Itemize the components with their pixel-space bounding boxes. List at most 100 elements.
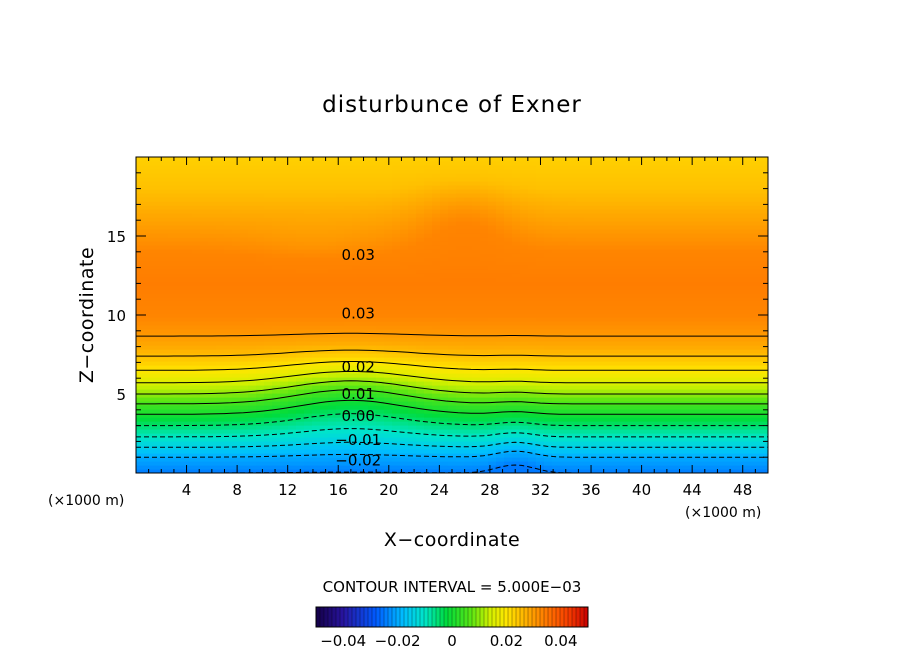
heatmap-cell [312,309,321,314]
heatmap-cell [192,413,201,418]
heatmap-cell [136,321,145,326]
heatmap-cell [536,217,545,222]
heatmap-cell [304,413,313,418]
heatmap-cell [552,385,561,390]
heatmap-cell [200,309,209,314]
heatmap-cell [272,201,281,206]
heatmap-cell [192,265,201,270]
heatmap-cell [504,245,513,250]
heatmap-cell [224,357,233,362]
heatmap-cell [200,365,209,370]
heatmap-cell [240,313,249,318]
heatmap-cell [592,373,601,378]
heatmap-cell [504,461,513,466]
heatmap-cell [264,261,273,266]
heatmap-cell [224,465,233,470]
heatmap-cell [280,469,289,473]
heatmap-cell [344,257,353,262]
heatmap-cell [504,397,513,402]
heatmap-cell [440,177,449,182]
heatmap-cell [328,353,337,358]
heatmap-cell [136,193,145,198]
heatmap-cell [592,305,601,310]
heatmap-cell [360,193,369,198]
heatmap-cell [152,197,161,202]
heatmap-cell [288,181,297,186]
heatmap-cell [464,301,473,306]
heatmap-cell [624,357,633,362]
heatmap-cell [328,425,337,430]
heatmap-cell [560,205,569,210]
heatmap-cell [584,253,593,258]
heatmap-cell [168,369,177,374]
heatmap-cell [568,345,577,350]
heatmap-cell [304,421,313,426]
heatmap-cell [472,397,481,402]
heatmap-cell [472,277,481,282]
heatmap-cell [400,161,409,166]
heatmap-cell [464,165,473,170]
heatmap-cell [552,389,561,394]
heatmap-cell [480,201,489,206]
heatmap-cell [216,393,225,398]
heatmap-cell [312,209,321,214]
heatmap-cell [520,157,529,162]
heatmap-cell [448,449,457,454]
heatmap-cell [352,197,361,202]
heatmap-cell [312,205,321,210]
heatmap-cell [272,349,281,354]
heatmap-cell [504,385,513,390]
heatmap-cell [456,453,465,458]
heatmap-cell [592,173,601,178]
heatmap-cell [216,417,225,422]
heatmap-cell [240,269,249,274]
heatmap-cell [576,309,585,314]
heatmap-cell [440,157,449,162]
heatmap-cell [376,193,385,198]
heatmap-cell [368,197,377,202]
heatmap-cell [376,465,385,470]
heatmap-cell [488,213,497,218]
heatmap-cell [216,373,225,378]
heatmap-cell [376,461,385,466]
heatmap-cell [520,161,529,166]
heatmap-cell [400,285,409,290]
heatmap-cell [576,385,585,390]
heatmap-cell [224,157,233,162]
heatmap-cell [504,201,513,206]
heatmap-cell [592,297,601,302]
heatmap-cell [528,241,537,246]
heatmap-cell [352,249,361,254]
heatmap-cell [176,345,185,350]
heatmap-cell [616,261,625,266]
heatmap-cell [416,273,425,278]
heatmap-cell [496,269,505,274]
heatmap-cell [448,405,457,410]
heatmap-cell [360,241,369,246]
heatmap-cell [336,465,345,470]
heatmap-cell [368,297,377,302]
heatmap-cell [528,217,537,222]
heatmap-cell [304,217,313,222]
heatmap-cell [392,345,401,350]
heatmap-cell [432,469,441,473]
heatmap-cell [256,249,265,254]
heatmap-cell [232,241,241,246]
heatmap-cell [568,465,577,470]
heatmap-cell [312,429,321,434]
heatmap-cell [248,357,257,362]
heatmap-cell [320,401,329,406]
heatmap-cell [200,397,209,402]
heatmap-cell [176,341,185,346]
heatmap-cell [560,233,569,238]
heatmap-cell [152,441,161,446]
heatmap-cell [512,285,521,290]
heatmap-cell [288,377,297,382]
heatmap-cell [312,253,321,258]
heatmap-cell [496,357,505,362]
heatmap-cell [440,273,449,278]
heatmap-cell [480,345,489,350]
heatmap-cell [232,193,241,198]
heatmap-cell [616,333,625,338]
heatmap-cell [192,201,201,206]
